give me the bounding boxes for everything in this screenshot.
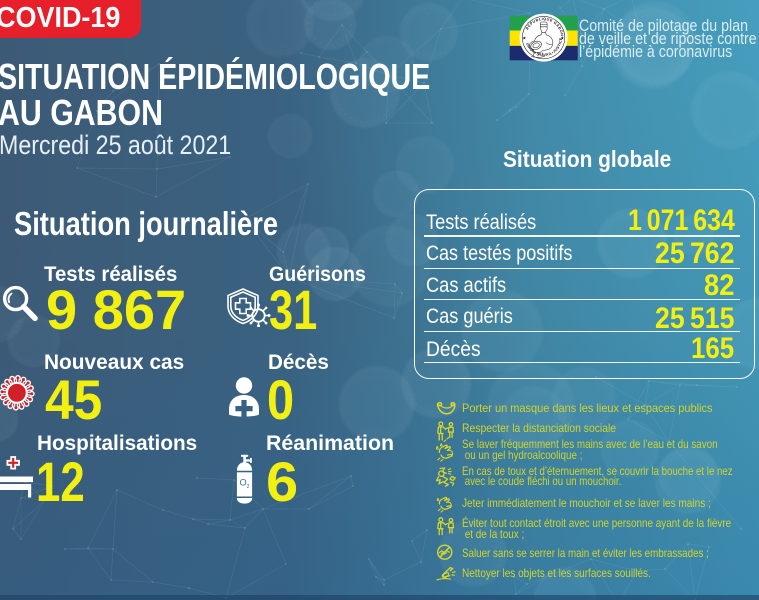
svg-text:O: O — [240, 477, 247, 487]
svg-text:2: 2 — [247, 484, 250, 490]
svg-text:★: ★ — [522, 36, 527, 41]
svg-text:★: ★ — [560, 36, 565, 41]
